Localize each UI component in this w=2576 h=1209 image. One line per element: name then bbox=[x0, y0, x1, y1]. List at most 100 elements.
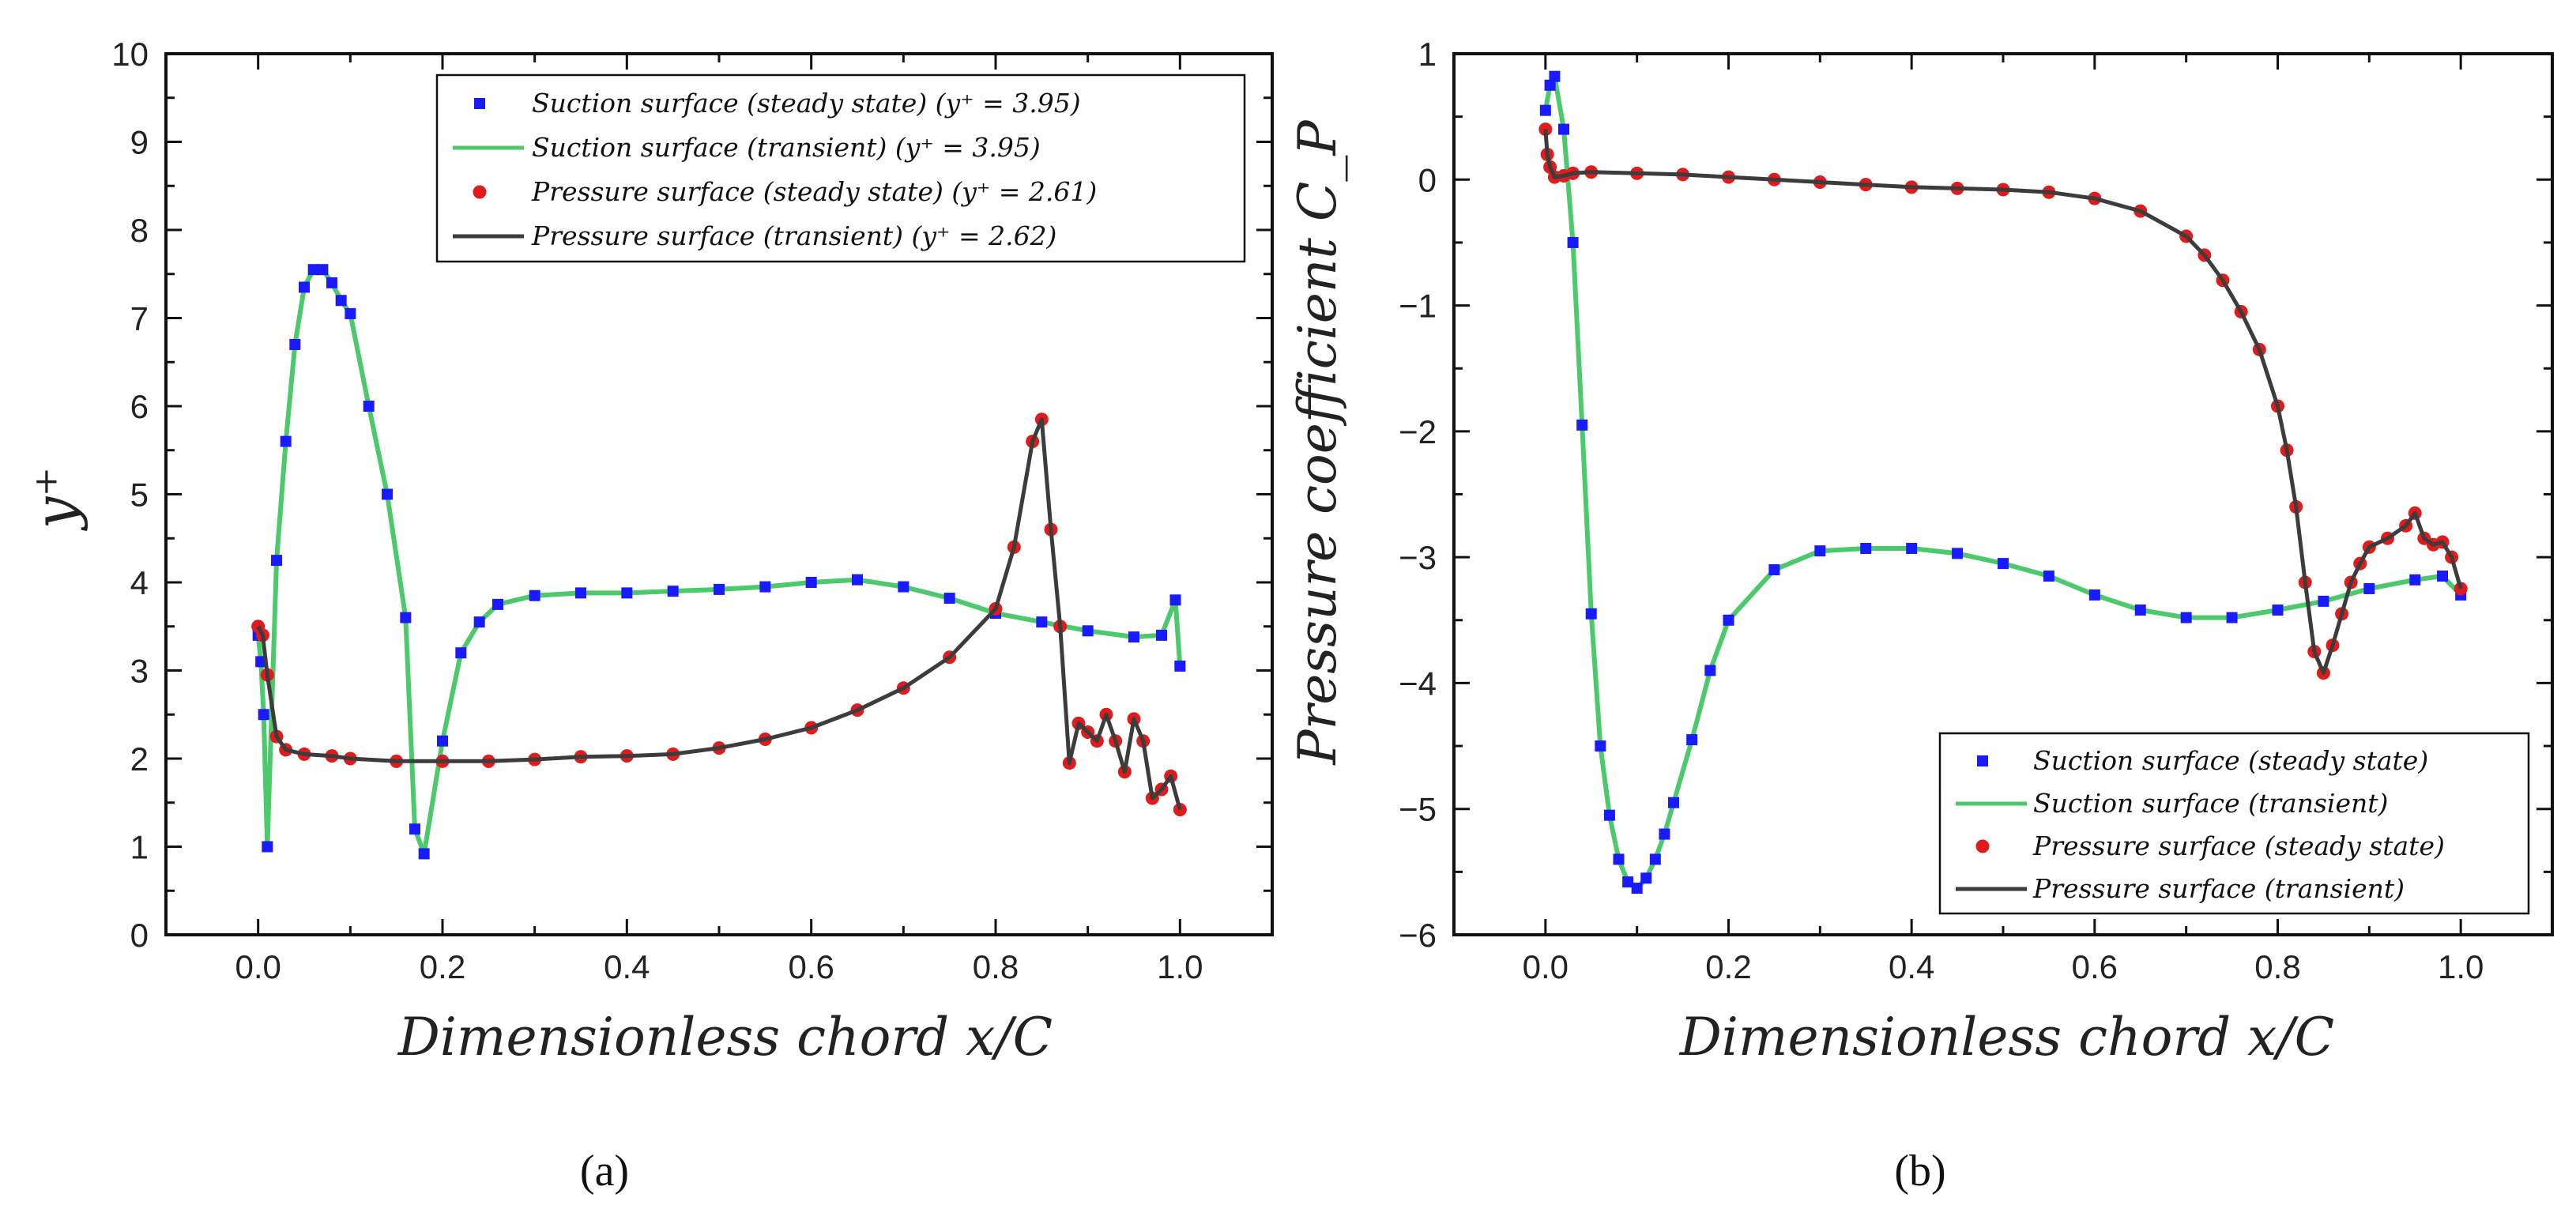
panel-b-plot: 0.0 0.2 0.4 0.6 0.8 1.0 −6 −5 −4 −3 −2 −1 0 1 Suction … bbox=[1399, 36, 2554, 985]
panel-a-legend-circle-swatch bbox=[473, 185, 487, 199]
panel-b-legend: Suction surface (steady state) Suction su… bbox=[1938, 732, 2530, 915]
panel-a-legend-item-3: Pressure surface (steady state) (y⁺ = 2.… bbox=[473, 176, 1097, 207]
panel-b-x-tick-label: 0.6 bbox=[2072, 948, 2118, 985]
panel-b-series-1-point bbox=[1704, 665, 1716, 676]
panel-b-x-tick-label: 0.4 bbox=[1889, 948, 1934, 985]
panel-b-legend-item-2: Suction surface (transient) bbox=[1956, 788, 2388, 819]
panel-b-data bbox=[1538, 70, 2468, 895]
panel-a-y-tick-label: 7 bbox=[130, 300, 149, 337]
panel-a-y-tick-label: 2 bbox=[130, 740, 149, 778]
panel-b-series-1-point bbox=[1723, 614, 1734, 626]
panel-a-legend-square-swatch bbox=[474, 98, 485, 109]
panel-a-y-tick-label: 10 bbox=[111, 36, 149, 73]
panel-a-x-tick-label: 1.0 bbox=[1157, 948, 1203, 985]
panel-b-series-1-point bbox=[2363, 582, 2375, 594]
panel-b-y-tick-label: −4 bbox=[1399, 665, 1437, 702]
panel-b-legend-item-4: Pressure surface (transient) bbox=[1956, 873, 2405, 904]
panel-a-ylabel: y⁺ bbox=[22, 467, 89, 532]
panel-a-series-1-point bbox=[1082, 625, 1094, 637]
panel-a-series-1-point bbox=[335, 295, 347, 307]
panel-a-legend-box bbox=[435, 73, 1246, 263]
panel-b-y-tick-label: −2 bbox=[1399, 413, 1437, 450]
panel-a-series-1-point bbox=[529, 589, 540, 601]
panel-a-series-1-point bbox=[1156, 629, 1167, 641]
panel-a-series-1-point bbox=[345, 307, 356, 319]
panel-b-series-1 bbox=[1539, 70, 2467, 895]
panel-a-frame bbox=[164, 52, 1274, 936]
panel-b-ylabel: Pressure coefficient C_P bbox=[1287, 119, 1348, 766]
panel-a-series-1-point bbox=[258, 709, 269, 721]
panel-a-data bbox=[251, 264, 1187, 860]
panel-b-series-1-point bbox=[1613, 853, 1625, 865]
panel-a-series-1-point bbox=[714, 583, 725, 595]
panel-a-series-1-point bbox=[575, 587, 586, 599]
panel-a-y-tick-label: 8 bbox=[130, 212, 149, 249]
panel-a-series-1-point bbox=[805, 577, 817, 588]
panel-b-series-1-point bbox=[1544, 79, 1556, 91]
panel-a-plot: 0.0 0.2 0.4 0.6 0.8 1.0 0 1 2 3 4 5 6 7 8 9 10 Suction su… bbox=[111, 36, 1274, 985]
panel-b: 0.0 0.2 0.4 0.6 0.8 1.0 −6 −5 −4 −3 −2 −1 0 1 Suction … bbox=[1287, 36, 2554, 1196]
panel-b-y-ticks: −6 −5 −4 −3 −2 −1 0 1 bbox=[1399, 36, 2552, 954]
panel-b-series-1-point bbox=[1640, 872, 1652, 884]
panel-a-legend-label: Pressure surface (transient) (y⁺ = 2.62) bbox=[531, 220, 1056, 251]
panel-b-y-tick-label: 1 bbox=[1418, 36, 1437, 73]
panel-b-series-1-point bbox=[1539, 104, 1551, 116]
panel-b-series-1-point bbox=[1622, 876, 1634, 888]
panel-b-y-tick-label: −5 bbox=[1399, 791, 1437, 828]
panel-b-series-1-point bbox=[2134, 604, 2146, 616]
panel-b-legend-label: Pressure surface (transient) bbox=[2032, 873, 2405, 904]
panel-b-series-1-point bbox=[2088, 589, 2100, 601]
panel-b-y-tick-label: −6 bbox=[1399, 917, 1437, 954]
panel-b-series-1-point bbox=[1558, 123, 1569, 135]
panel-b-legend-box bbox=[1938, 732, 2530, 915]
panel-b-series-4-line bbox=[1543, 129, 2463, 676]
panel-a-series-1-point bbox=[437, 735, 448, 747]
panel-a-series-1-point bbox=[492, 598, 503, 610]
panel-b-series-1-point bbox=[1631, 883, 1643, 895]
panel-b-y-tick-label: −1 bbox=[1399, 288, 1437, 325]
panel-a-series-4 bbox=[256, 417, 1182, 811]
panel-a-series-1-point bbox=[852, 574, 863, 586]
panel-b-y-tick-label: 0 bbox=[1418, 161, 1437, 198]
panel-a-series-4-line bbox=[256, 417, 1182, 811]
panel-b-xlabel: Dimensionless chord x/C bbox=[1679, 1007, 2334, 1068]
panel-a-y-tick-label: 3 bbox=[130, 653, 149, 690]
panel-a-series-1-point bbox=[759, 581, 771, 593]
panel-a-legend-item-2: Suction surface (transient) (y⁺ = 3.95) bbox=[453, 132, 1041, 163]
panel-a-series-1-point bbox=[280, 435, 292, 447]
panel-b-x-tick-label: 0.0 bbox=[1523, 948, 1569, 985]
panel-a-series-1-point bbox=[1169, 594, 1181, 606]
panel-a-y-tick-label: 6 bbox=[130, 388, 149, 425]
panel-a-series-1-point bbox=[299, 281, 310, 293]
panel-b-series-1-point bbox=[2180, 612, 2192, 623]
panel-a-x-tick-label: 0.0 bbox=[235, 948, 281, 985]
panel-b-series-1-point bbox=[2226, 612, 2238, 623]
panel-b-series-1-point bbox=[2272, 604, 2284, 616]
panel-b-series-1-point bbox=[1998, 558, 2009, 570]
panel-b-series-1-point bbox=[2043, 571, 2054, 582]
panel-b-y-tick-label: −3 bbox=[1399, 539, 1437, 576]
panel-a-legend-item-1: Suction surface (steady state) (y⁺ = 3.9… bbox=[474, 88, 1081, 119]
panel-a-series-1-point bbox=[1036, 616, 1048, 628]
panel-b-series-1-point bbox=[1659, 828, 1670, 840]
panel-b-axis-titles: Dimensionless chord x/C Pressure coeffic… bbox=[1287, 119, 2334, 1068]
panel-a-axis-titles: Dimensionless chord x/C y⁺ bbox=[22, 467, 1053, 1068]
panel-b-series-1-point bbox=[1603, 809, 1615, 821]
panel-a-y-tick-label: 5 bbox=[130, 476, 149, 514]
panel-a-y-tick-label: 4 bbox=[130, 564, 149, 601]
panel-a-series-1-point bbox=[473, 616, 485, 628]
panel-a-x-ticks: 0.0 0.2 0.4 0.6 0.8 1.0 bbox=[164, 54, 1274, 985]
panel-a-legend-label: Pressure surface (steady state) (y⁺ = 2.… bbox=[531, 176, 1097, 207]
panel-b-series-1-point bbox=[1649, 853, 1661, 865]
panel-a-series-1-point bbox=[289, 338, 301, 350]
panel-a-y-tick-label: 9 bbox=[130, 124, 149, 161]
panel-a-series-1-point bbox=[271, 555, 282, 567]
panel-b-legend-item-1: Suction surface (steady state) bbox=[1977, 745, 2428, 776]
panel-a-series-1-point bbox=[898, 581, 910, 593]
panel-a-series-1-point bbox=[1174, 660, 1186, 672]
panel-b-series-1-point bbox=[1576, 419, 1588, 431]
panel-b-frame bbox=[1452, 52, 2554, 936]
panel-a-y-tick-label: 0 bbox=[130, 917, 149, 954]
panel-a-x-tick-label: 0.6 bbox=[788, 948, 834, 985]
